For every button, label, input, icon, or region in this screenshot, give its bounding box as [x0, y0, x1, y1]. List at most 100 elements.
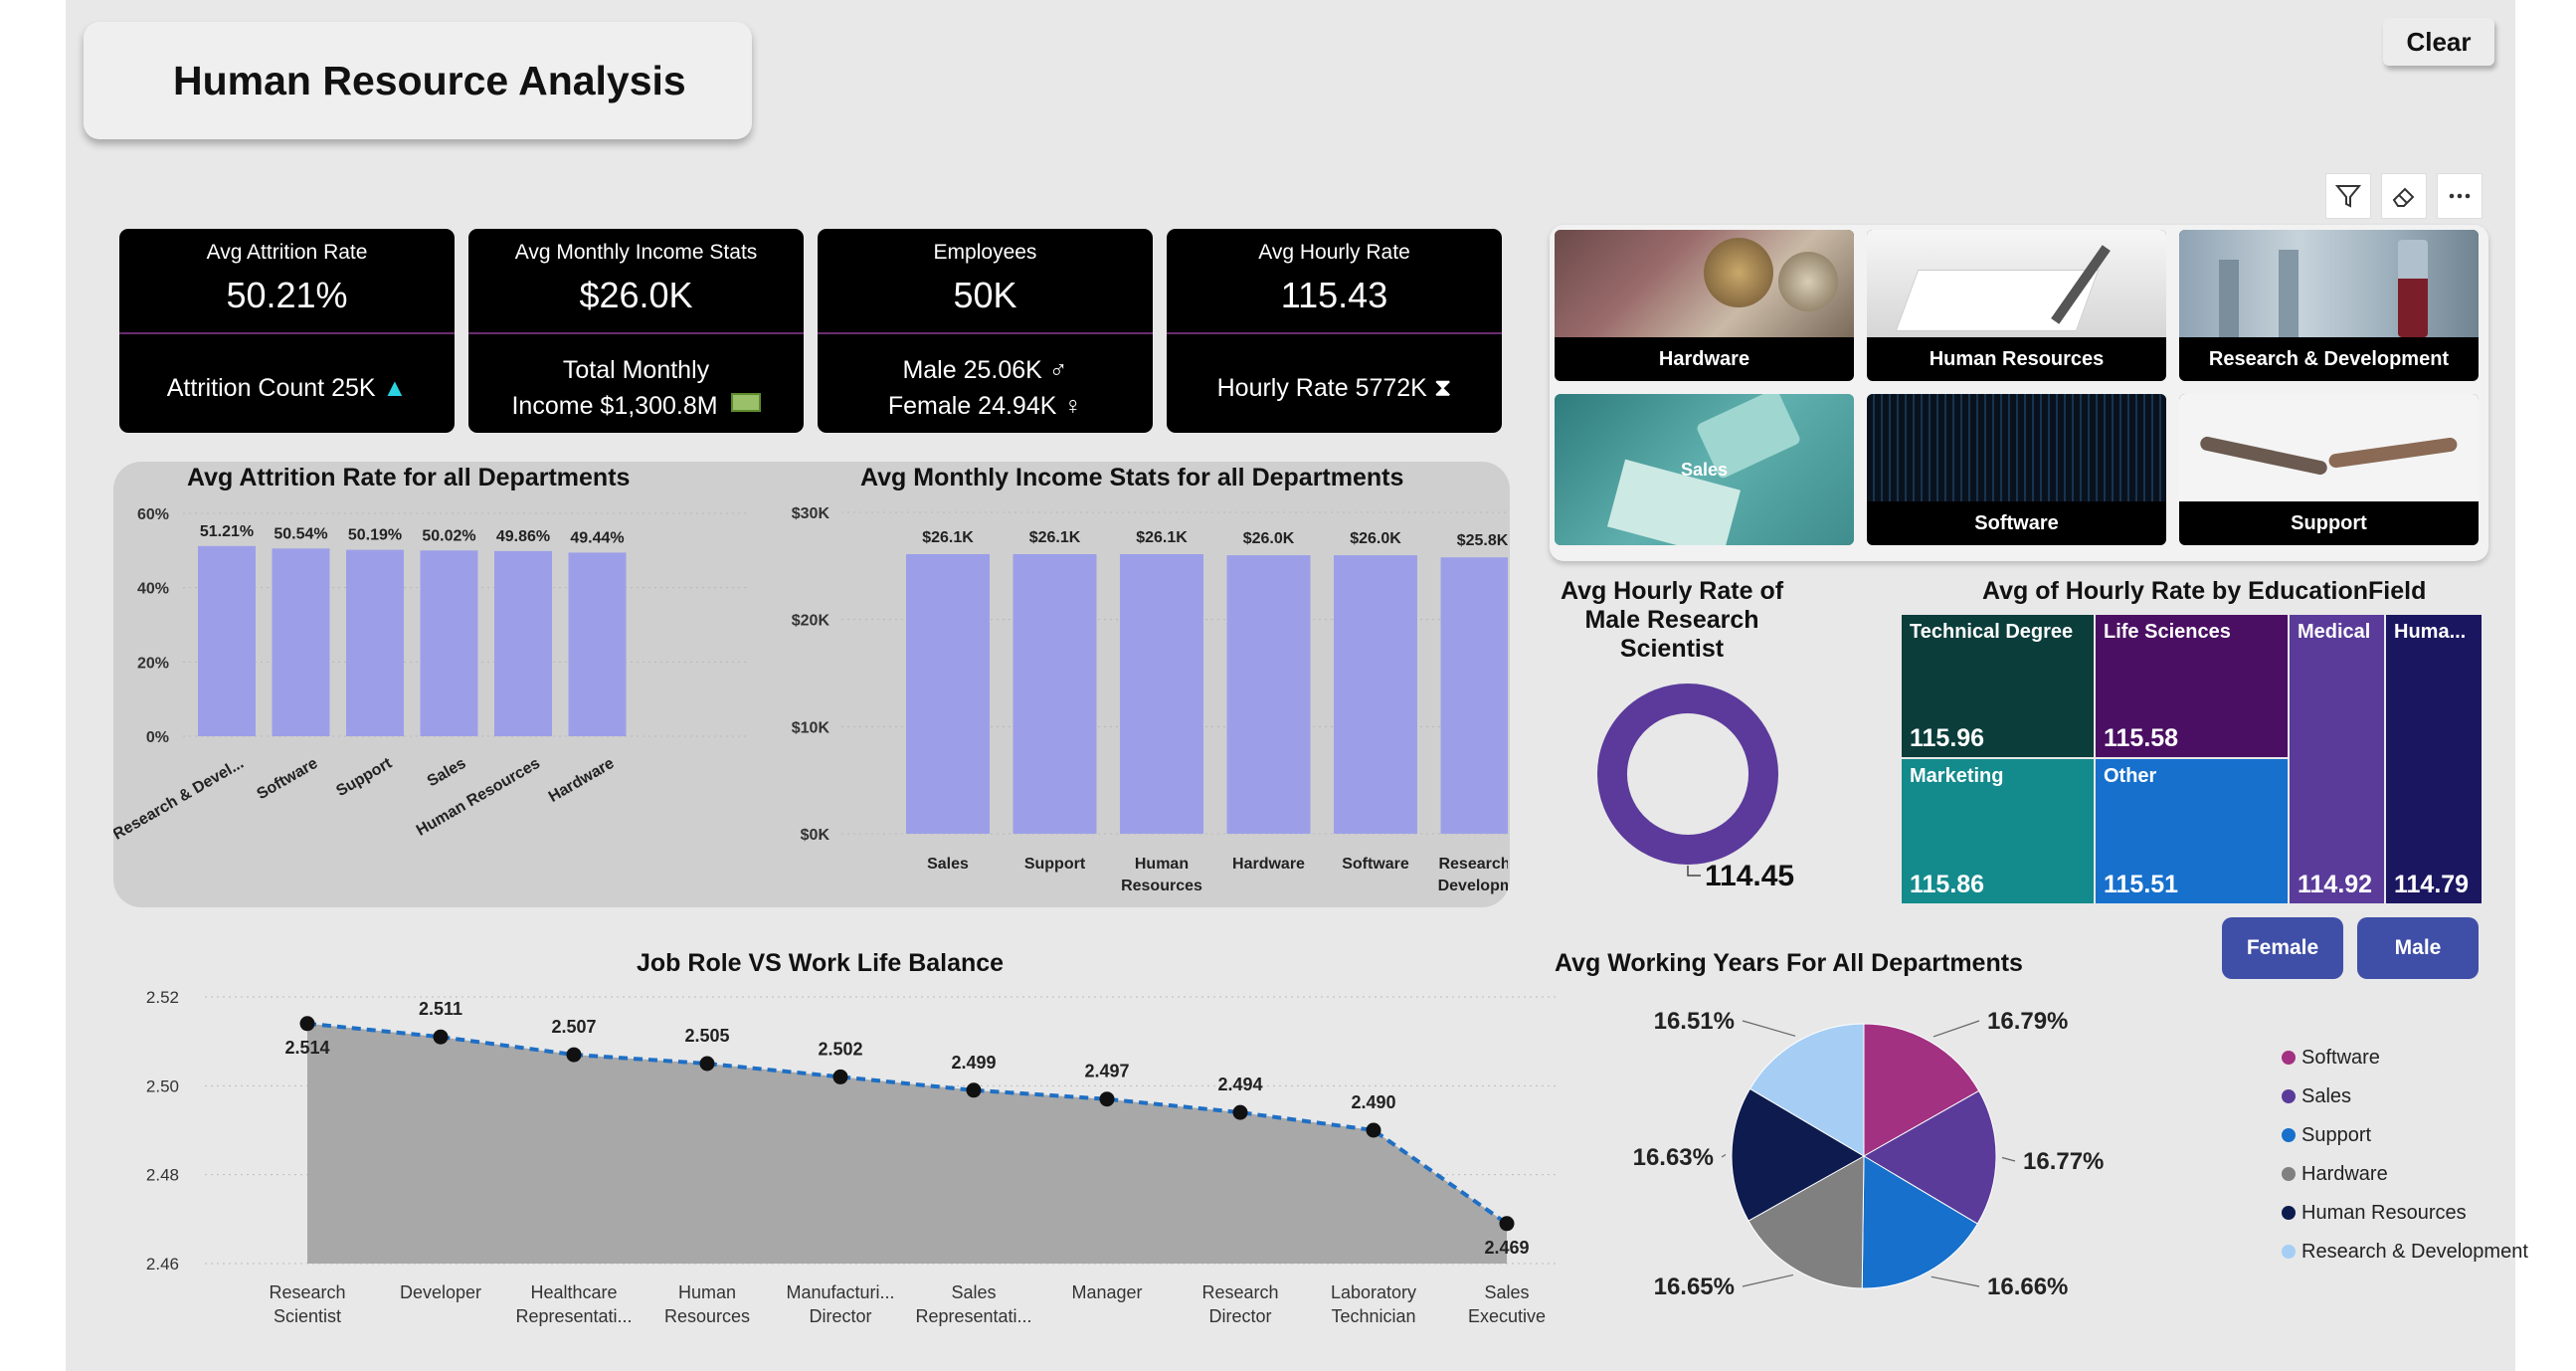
- data-point: [566, 1047, 582, 1063]
- legend-label: Human Resources: [2301, 1202, 2467, 1224]
- x-tick-label: Research: [269, 1282, 345, 1302]
- bar: [906, 553, 990, 834]
- treemap-cell[interactable]: Medical 114.92: [2290, 615, 2384, 903]
- legend-label: Software: [2301, 1047, 2380, 1069]
- tile-research-development[interactable]: Research & Development: [2179, 230, 2479, 381]
- money-icon: [730, 393, 761, 412]
- bar: [1440, 557, 1508, 834]
- tile-software[interactable]: Software: [1867, 394, 2166, 545]
- tile-label: Sales: [1680, 459, 1729, 480]
- software-image: [1867, 394, 2166, 501]
- data-label: 2.494: [1217, 1075, 1262, 1094]
- pie-leader-line: [1932, 1020, 1980, 1038]
- x-tick-label: Representati...: [915, 1306, 1031, 1326]
- data-label: 2.511: [419, 999, 462, 1019]
- report-title-card: Human Resource Analysis: [84, 22, 752, 139]
- x-tick-label: Healthcare: [530, 1282, 617, 1302]
- pie-leader-line: [1931, 1275, 1980, 1287]
- kpi-value: 50.21%: [226, 275, 348, 315]
- kpi-divider: [1167, 332, 1502, 334]
- pie-chart-title: Avg Working Years For All Departments: [1555, 949, 2023, 977]
- treemap-cell[interactable]: Life Sciences 115.58: [2096, 615, 2288, 757]
- bar: [346, 549, 404, 736]
- pie-data-label: 16.51%: [1654, 1008, 1735, 1035]
- research-development-image: [2179, 230, 2479, 337]
- x-tick-label: Support: [333, 754, 395, 800]
- pie-data-label: 16.63%: [1633, 1144, 1714, 1171]
- x-tick-label: Director: [809, 1306, 871, 1326]
- kpi-male-count: Male 25.06K ♂: [902, 356, 1068, 384]
- more-options-icon[interactable]: [2437, 173, 2483, 219]
- data-label: 2.499: [951, 1053, 996, 1073]
- data-label: $25.8K: [1457, 532, 1508, 549]
- treemap-cell[interactable]: Huma... 114.79: [2386, 615, 2482, 903]
- worklife-area-chart: 2.46 2.48 2.50 2.52 2.514 Research Scientist 2.…: [146, 988, 1558, 1326]
- legend-swatch: [2282, 1128, 2296, 1142]
- y-tick-label: 40%: [137, 581, 169, 598]
- tile-label: Research & Development: [2208, 347, 2450, 370]
- x-tick-label: Human: [678, 1282, 736, 1302]
- pie-slice: [1731, 1087, 1866, 1222]
- treemap-cell-label: Marketing: [1910, 765, 2004, 787]
- tile-human-resources[interactable]: Human Resources: [1867, 230, 2166, 381]
- x-tick-label: Resources: [1121, 878, 1202, 894]
- treemap-cell[interactable]: Marketing 115.86: [1902, 759, 2094, 903]
- treemap-cell[interactable]: Other 115.51: [2096, 759, 2288, 903]
- pie-leader-line: [2001, 1156, 2016, 1162]
- treemap-cell[interactable]: Technical Degree 115.96: [1902, 615, 2094, 757]
- legend-item[interactable]: Support: [2282, 1124, 2371, 1147]
- y-tick-label: 2.50: [146, 1077, 179, 1095]
- kpi-value: 115.43: [1280, 275, 1388, 315]
- x-tick-label: Sales: [425, 755, 469, 791]
- data-label: 2.490: [1351, 1092, 1395, 1112]
- legend-item[interactable]: Software: [2282, 1047, 2380, 1070]
- data-label: 49.86%: [496, 528, 550, 545]
- pie-data-label: 16.66%: [1987, 1273, 2068, 1300]
- legend-item[interactable]: Sales: [2282, 1085, 2351, 1108]
- kpi-label: Avg Monthly Income Stats: [514, 241, 758, 264]
- y-tick-label: 2.46: [146, 1255, 179, 1273]
- kpi-label: Employees: [933, 241, 1037, 264]
- legend-item[interactable]: Human Resources: [2282, 1202, 2467, 1225]
- treemap-chart-title: Avg of Hourly Rate by EducationField: [1982, 577, 2427, 605]
- x-tick-label: Research &: [1438, 856, 1508, 873]
- tile-label: Human Resources: [1929, 347, 2105, 370]
- x-tick-label: Scientist: [274, 1306, 341, 1326]
- treemap-cell-label: Huma...: [2394, 621, 2467, 643]
- kpi-subtext: Attrition Count 25K ▲: [166, 374, 408, 402]
- data-point: [699, 1056, 715, 1072]
- support-image: [2179, 394, 2479, 501]
- legend-item[interactable]: Hardware: [2282, 1163, 2388, 1186]
- data-label: $26.0K: [1350, 530, 1401, 547]
- x-tick-label: Human: [1135, 856, 1189, 873]
- data-label: 51.21%: [200, 523, 254, 540]
- pie-leader-line: [1721, 1153, 1727, 1158]
- tile-support[interactable]: Support: [2179, 394, 2479, 545]
- legend-label: Sales: [2301, 1085, 2352, 1107]
- filter-icon[interactable]: [2325, 173, 2371, 219]
- x-tick-label: Sales: [1484, 1282, 1529, 1302]
- hourglass-icon: ⧗: [1433, 374, 1452, 402]
- data-label: 2.505: [684, 1026, 729, 1046]
- eraser-icon[interactable]: [2381, 173, 2427, 219]
- bar: [568, 552, 627, 736]
- tile-sales[interactable]: Sales: [1555, 394, 1854, 545]
- y-tick-label: $0K: [801, 827, 830, 844]
- data-label: 2.502: [818, 1039, 862, 1059]
- male-filter-button[interactable]: Male: [2357, 917, 2479, 979]
- data-label: $26.1K: [1029, 529, 1081, 546]
- bar: [198, 545, 256, 736]
- kpi-subtext-line1: Total Monthly: [562, 356, 710, 384]
- data-point: [1366, 1122, 1381, 1138]
- x-tick-label: Developm...: [1438, 878, 1508, 894]
- data-label: 2.507: [551, 1017, 596, 1037]
- tile-label: Hardware: [1658, 347, 1750, 370]
- female-filter-button[interactable]: Female: [2222, 917, 2343, 979]
- pie-slice: [1863, 1089, 1997, 1225]
- tile-hardware[interactable]: Hardware: [1555, 230, 1854, 381]
- treemap-cell-label: Life Sciences: [2104, 621, 2231, 643]
- x-tick-label: Human Resources: [414, 755, 543, 840]
- clear-button[interactable]: Clear: [2383, 18, 2494, 66]
- x-tick-label: Resources: [664, 1306, 750, 1326]
- legend-item[interactable]: Research & Development: [2282, 1241, 2528, 1264]
